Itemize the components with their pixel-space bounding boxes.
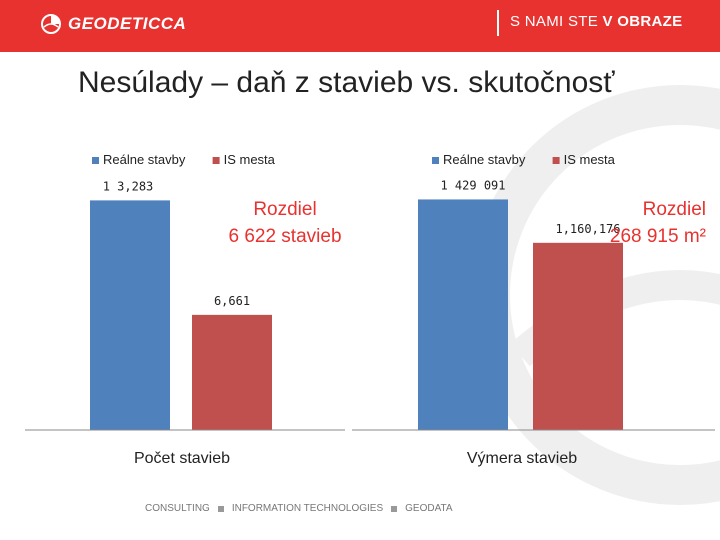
legend-label: IS mesta bbox=[564, 152, 616, 167]
slogan-bold: V OBRAZE bbox=[602, 13, 683, 30]
difference-annotation-line1: Rozdiel bbox=[253, 199, 316, 220]
globe-logo-icon bbox=[41, 14, 61, 34]
legend-label: IS mesta bbox=[224, 152, 276, 167]
company-logo: GEODETICCA bbox=[40, 10, 186, 38]
slogan-prefix: S NAMI STE bbox=[510, 13, 599, 30]
footer-nav: CONSULTING INFORMATION TECHNOLOGIES GEOD… bbox=[145, 503, 453, 514]
data-label: 1,160,176 bbox=[555, 222, 620, 236]
bar bbox=[192, 314, 272, 430]
x-axis-label: Počet stavieb bbox=[134, 450, 230, 467]
data-label: 1 3,283 bbox=[103, 179, 154, 193]
bar bbox=[90, 200, 170, 430]
data-label: 1 429 091 bbox=[440, 178, 505, 192]
legend-swatch bbox=[212, 157, 220, 164]
data-label: 6,661 bbox=[214, 294, 250, 308]
slide-title: Nesúlady – daň z stavieb vs. skutočnosť bbox=[78, 66, 615, 99]
x-axis-label: Výmera stavieb bbox=[467, 450, 577, 467]
difference-annotation-line1: Rozdiel bbox=[643, 199, 706, 220]
difference-annotation-line2: 268 915 m² bbox=[610, 226, 706, 247]
logo-text: GEODETICCA bbox=[68, 14, 187, 33]
square-bullet-icon bbox=[217, 505, 224, 512]
square-bullet-icon bbox=[391, 505, 398, 512]
legend-swatch bbox=[92, 157, 99, 164]
footer-item-consulting: CONSULTING bbox=[145, 503, 210, 514]
top-banner: GEODETICCA S NAMI STE V OBRAZE bbox=[0, 0, 720, 52]
bar bbox=[533, 242, 623, 430]
bar bbox=[418, 199, 508, 430]
legend-swatch bbox=[432, 157, 439, 164]
legend-swatch bbox=[552, 157, 560, 164]
header-divider bbox=[497, 10, 499, 36]
footer-item-geodata: GEODATA bbox=[405, 503, 453, 514]
footer-item-it: INFORMATION TECHNOLOGIES bbox=[231, 503, 384, 514]
difference-annotation-line2: 6 622 stavieb bbox=[228, 226, 341, 247]
legend-label: Reálne stavby bbox=[443, 152, 526, 167]
slogan: S NAMI STE V OBRAZE bbox=[510, 13, 682, 30]
legend-label: Reálne stavby bbox=[103, 152, 186, 167]
